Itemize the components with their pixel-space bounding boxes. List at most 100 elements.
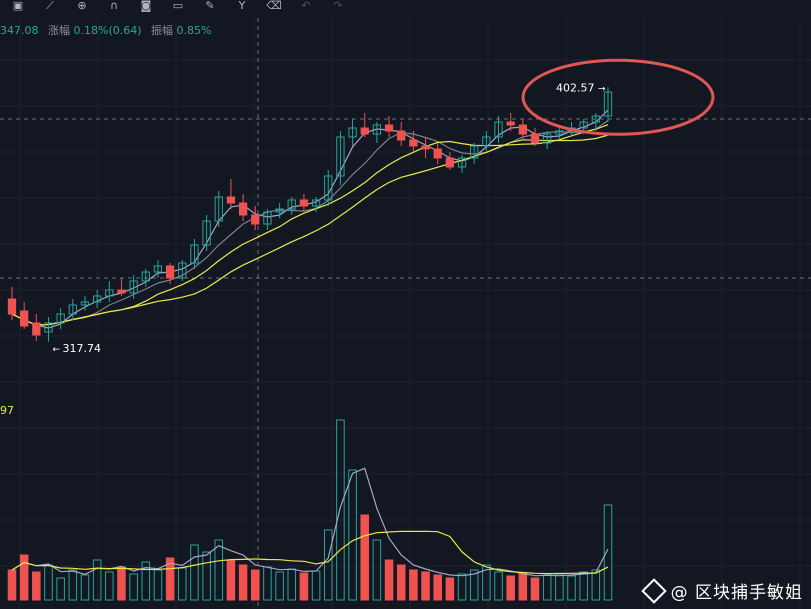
volume-bar: [68, 569, 78, 601]
amplitude-label: 振幅: [151, 24, 174, 37]
watermark: @ 区块捕手敏姐: [640, 578, 803, 604]
candle-body: [506, 121, 515, 126]
candle-body: [603, 91, 613, 117]
volume-bar: [433, 574, 442, 601]
price-annotations: 402.57 → ← 317.74 97: [0, 58, 715, 417]
camera-icon[interactable]: ◙: [140, 0, 152, 12]
candle-body: [117, 289, 126, 294]
volume-bar: [311, 570, 321, 601]
ma-fast-line: [11, 109, 609, 329]
candle-body: [518, 124, 528, 135]
candle: [409, 131, 418, 152]
save-icon[interactable]: ▣: [12, 0, 24, 12]
candle: [324, 170, 333, 206]
candle-body: [226, 196, 236, 204]
candle: [129, 275, 138, 299]
volume-bar: [226, 559, 236, 601]
volume-bar: [372, 539, 382, 601]
fork-icon[interactable]: Y: [238, 0, 246, 12]
candle: [311, 197, 321, 212]
volume-bar: [530, 577, 540, 601]
candle-body: [238, 202, 248, 216]
volume-bar: [190, 544, 199, 601]
ma-long-line: [11, 134, 609, 326]
candle-body: [397, 130, 406, 141]
volume-bar: [105, 571, 114, 601]
candle: [56, 308, 65, 329]
candle-body: [494, 121, 503, 138]
candle: [445, 152, 455, 170]
volume-bar: [287, 568, 297, 601]
candle-body: [482, 136, 491, 147]
candle-body: [68, 304, 77, 315]
candle: [348, 119, 357, 146]
redo-icon[interactable]: ↷: [333, 0, 343, 12]
candle: [518, 119, 528, 140]
volume-bar: [117, 566, 126, 601]
volume-bar: [165, 557, 175, 601]
candle: [7, 287, 17, 320]
volume-bar: [275, 571, 284, 601]
volume-ma-slow-line: [11, 530, 609, 575]
candle: [68, 299, 77, 320]
candle-body: [591, 115, 600, 123]
candle: [591, 113, 600, 131]
candle: [117, 278, 126, 296]
candle-body: [372, 124, 382, 135]
volume-bar: [591, 569, 601, 601]
candle: [482, 131, 491, 152]
volume-bars: [7, 419, 613, 601]
ruler-icon[interactable]: ⟋: [46, 0, 54, 12]
drawing-toolbar: ▣ ⟋ ⊕ ∩ ◙ ▭ ✎ Y ⌫ ↶ ↷: [0, 0, 811, 18]
candle: [287, 197, 296, 215]
candle: [226, 179, 236, 209]
candle-body: [92, 295, 102, 303]
candle-body: [530, 133, 540, 144]
candle: [372, 122, 382, 143]
volume-bar: [80, 574, 90, 601]
candle: [421, 137, 430, 158]
volume-bar: [238, 564, 248, 601]
candle-body: [56, 313, 65, 324]
candle: [202, 215, 211, 251]
zoom-in-icon[interactable]: ⊕: [77, 0, 87, 12]
low-price-label: 317.74: [62, 342, 100, 355]
candle-body: [287, 199, 296, 210]
volume-bar: [56, 577, 65, 601]
volume-bar: [250, 569, 260, 601]
candle: [275, 203, 284, 218]
candle: [190, 239, 199, 269]
candle-body: [348, 127, 357, 138]
ma-slow-line: [11, 124, 609, 326]
candles: [7, 87, 613, 342]
candle: [80, 296, 90, 311]
volume-bar: [141, 561, 151, 601]
volume-bar: [579, 571, 588, 601]
candle: [457, 155, 467, 173]
left-edge-label: 97: [0, 404, 14, 417]
candle-body: [543, 133, 552, 144]
trash-icon[interactable]: ⌫: [266, 0, 282, 12]
ohlc-info-line: 347.08 涨幅 0.18%(0.64) 振幅 0.85%: [0, 22, 211, 38]
candle-body: [202, 220, 211, 246]
change-value: 0.18%(0.64): [73, 24, 142, 37]
volume-bar: [506, 575, 515, 601]
candle: [336, 131, 345, 185]
candle: [543, 131, 552, 149]
candle-body: [275, 208, 284, 213]
volume-bar: [19, 554, 29, 601]
candle-body: [251, 214, 260, 225]
undo-icon[interactable]: ↶: [301, 0, 311, 12]
logo-icon: [640, 578, 667, 604]
volume-bar: [263, 566, 272, 601]
note-icon[interactable]: ▭: [172, 0, 184, 12]
volume-bar: [396, 564, 406, 601]
volume-bar: [555, 573, 564, 601]
volume-bar: [603, 504, 613, 601]
candle: [44, 317, 53, 342]
candle: [494, 116, 503, 143]
magnet-icon[interactable]: ∩: [109, 0, 119, 12]
candle: [251, 206, 260, 230]
brush-icon[interactable]: ✎: [205, 0, 215, 12]
